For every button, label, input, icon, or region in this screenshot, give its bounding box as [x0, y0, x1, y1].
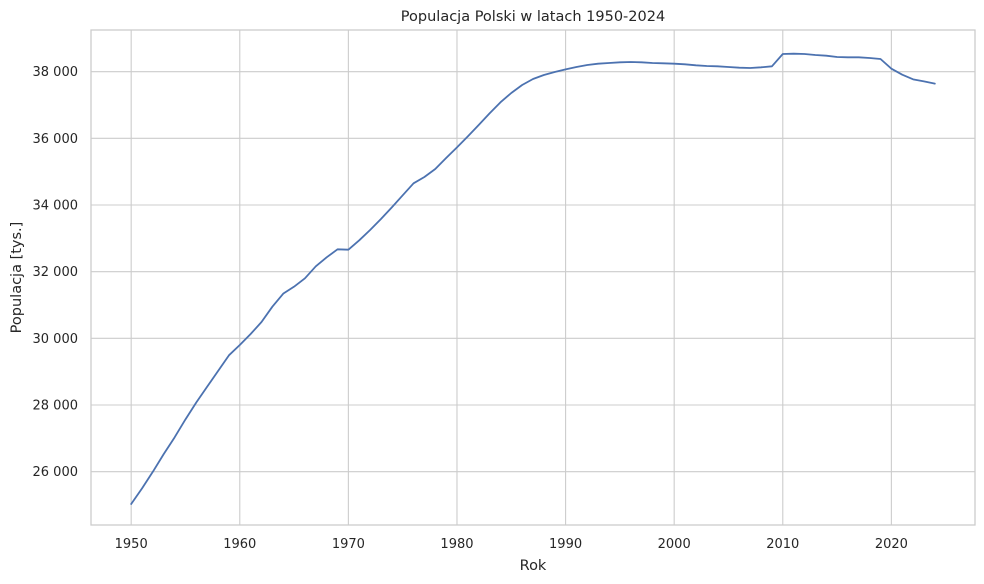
x-tick-label: 1990 [549, 537, 582, 552]
y-tick-label: 36 000 [33, 132, 79, 147]
x-tick-label: 2000 [658, 537, 691, 552]
y-tick-label: 26 000 [33, 465, 79, 480]
series-line [130, 52, 936, 505]
y-tick-labels: 26 000 28 000 30 000 32 000 34 000 36 000 38 0… [33, 65, 79, 480]
x-tick-labels: 1950 1960 1970 1980 1990 2000 2010 2020 [115, 537, 908, 552]
x-tick-label: 1980 [440, 537, 473, 552]
y-tick-label: 32 000 [33, 265, 79, 280]
y-tick-label: 38 000 [33, 65, 79, 80]
x-tick-label: 2020 [875, 537, 908, 552]
y-axis-label: Populacja [tys.] [9, 222, 25, 334]
vertical-gridlines [130, 30, 892, 525]
x-axis-label: Rok [520, 558, 547, 574]
series-layer [130, 52, 936, 505]
plot-frame [90, 29, 976, 526]
y-tick-label: 28 000 [33, 399, 79, 414]
chart-title: Populacja Polski w latach 1950-2024 [401, 9, 665, 25]
x-tick-label: 1970 [332, 537, 365, 552]
y-tick-label: 30 000 [33, 332, 79, 347]
x-tick-label: 1960 [223, 537, 256, 552]
y-tick-label: 34 000 [33, 199, 79, 214]
horizontal-gridlines [91, 71, 975, 473]
x-tick-label: 1950 [115, 537, 148, 552]
x-tick-label: 2010 [766, 537, 799, 552]
